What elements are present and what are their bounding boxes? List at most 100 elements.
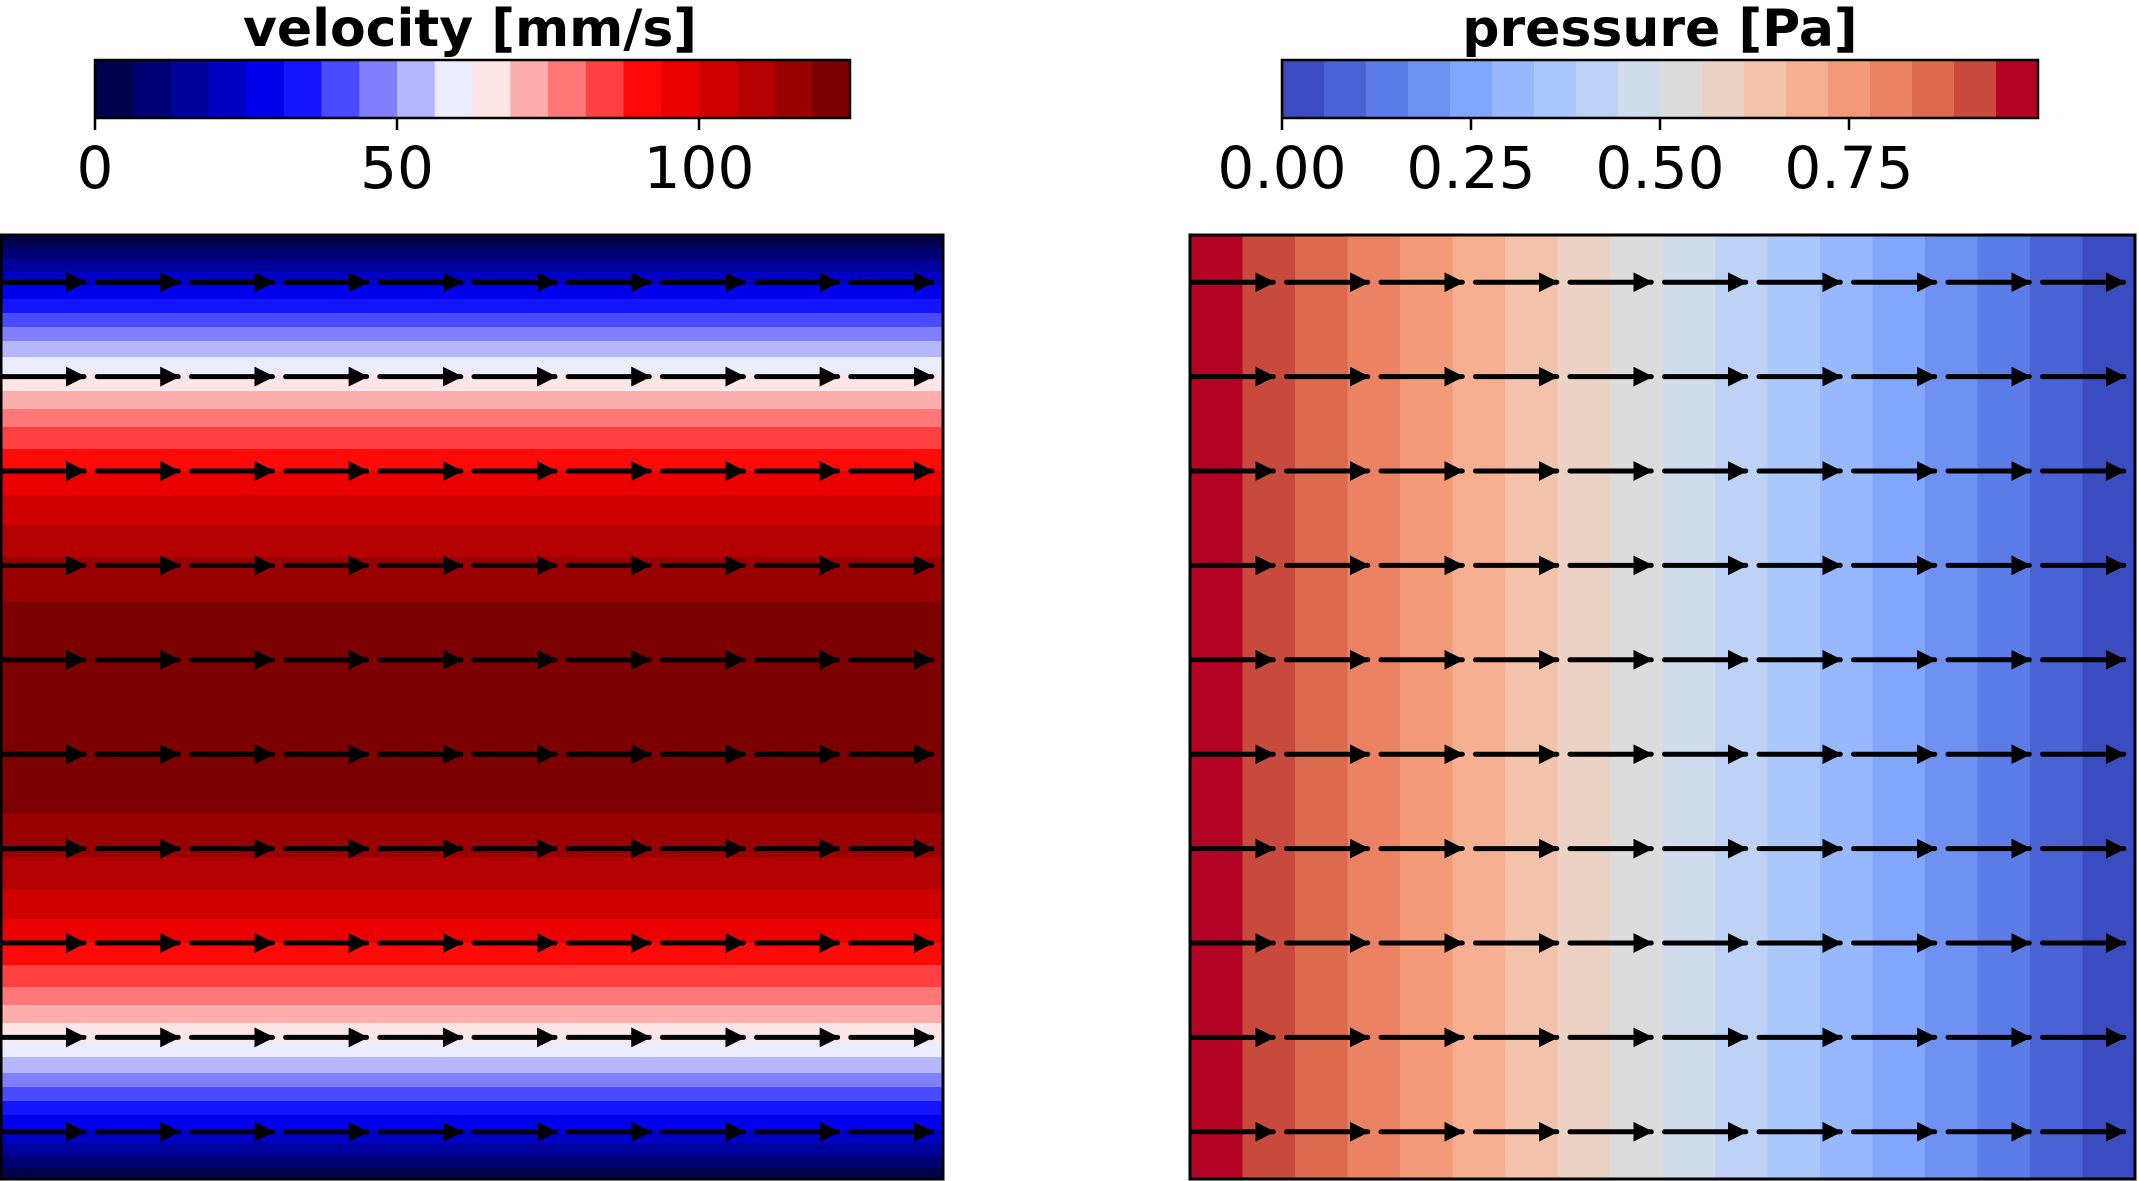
velocity-band [1, 1073, 943, 1088]
pressure-colorbar-swatch [1870, 60, 1913, 118]
velocity-field-plot [0, 233, 945, 1181]
pressure-colorbar-swatch [1996, 60, 2039, 118]
velocity-colorbar-swatch [434, 60, 474, 118]
pressure-band [1820, 235, 1874, 1179]
velocity-colorbar-swatch [321, 60, 360, 118]
pressure-band [1715, 235, 1769, 1179]
velocity-band [1, 327, 943, 342]
pressure-colorbar-swatch [1450, 60, 1493, 118]
velocity-band [1, 299, 943, 314]
pressure-colorbar-swatch [1786, 60, 1829, 118]
velocity-colorbar-swatch [208, 60, 247, 118]
velocity-band [1, 919, 943, 944]
pressure-colorbar-swatch [1324, 60, 1367, 118]
velocity-colorbar-swatch [472, 60, 511, 118]
pressure-colorbar-swatch [1702, 60, 1745, 118]
velocity-colorbar-ticks: 0 50 100 [77, 118, 755, 202]
velocity-band [1, 1087, 943, 1102]
pressure-colorbar-swatch [1618, 60, 1661, 118]
velocity-band [1, 857, 943, 890]
velocity-colorbar-swatch [548, 60, 587, 118]
pressure-quiver [1189, 272, 2127, 1142]
pressure-colorbar-swatch [1828, 60, 1871, 118]
velocity-colorbar-tick-label: 100 [644, 134, 755, 202]
velocity-band [1, 965, 943, 988]
pressure-band [1242, 235, 1296, 1179]
pressure-band [1295, 235, 1349, 1179]
pressure-colorbar-swatches [1282, 60, 2039, 118]
pressure-colorbar-swatch [1912, 60, 1955, 118]
pressure-band [1610, 235, 1664, 1179]
velocity-colorbar-swatch [699, 60, 738, 118]
pressure-plot-frame [1188, 233, 2137, 1181]
velocity-band [1, 1101, 943, 1116]
velocity-band [1, 313, 943, 328]
velocity-colorbar-swatch [132, 60, 172, 118]
velocity-colorbar-swatches [95, 60, 851, 118]
pressure-band [2082, 235, 2136, 1179]
pressure-band [2030, 235, 2084, 1179]
velocity-colorbar-swatch [661, 60, 700, 118]
pressure-colorbar-swatch [1744, 60, 1787, 118]
velocity-quiver [0, 272, 935, 1142]
velocity-band [1, 1005, 943, 1024]
velocity-colorbar-swatch [774, 60, 813, 118]
velocity-band [1, 1143, 943, 1156]
pressure-colorbar-tick-label: 0.75 [1784, 134, 1913, 202]
pressure-band [1977, 235, 2031, 1179]
velocity-field-bands [1, 235, 943, 1180]
pressure-colorbar: pressure [Pa] 0.00 0.25 0.50 0.75 [1217, 0, 2040, 202]
velocity-colorbar-swatch [510, 60, 549, 118]
velocity-colorbar-swatch [736, 60, 776, 118]
velocity-colorbar-swatch [812, 60, 851, 118]
velocity-band [1, 259, 943, 272]
pressure-colorbar-swatch [1408, 60, 1451, 118]
velocity-band [1, 391, 943, 410]
pressure-colorbar-swatch [1492, 60, 1535, 118]
pressure-colorbar-tick-label: 0.00 [1217, 134, 1346, 202]
velocity-colorbar-title: velocity [mm/s] [243, 0, 697, 59]
velocity-band [1, 341, 943, 358]
pressure-colorbar-swatch [1282, 60, 1325, 118]
velocity-band [1, 1041, 943, 1058]
velocity-colorbar-swatch [397, 60, 436, 118]
velocity-colorbar-swatch [585, 60, 625, 118]
velocity-colorbar-swatch [359, 60, 398, 118]
pressure-colorbar-swatch [1954, 60, 1997, 118]
pressure-colorbar-swatch [1576, 60, 1619, 118]
velocity-band [1, 889, 943, 920]
velocity-colorbar-swatch [283, 60, 323, 118]
velocity-band [1, 943, 943, 966]
pressure-band [1557, 235, 1611, 1179]
pressure-colorbar-swatch [1534, 60, 1577, 118]
velocity-band [1, 601, 943, 814]
velocity-band [1, 495, 943, 526]
pressure-field-plot [1188, 233, 2137, 1181]
velocity-band [1, 1057, 943, 1074]
velocity-band [1, 427, 943, 450]
velocity-colorbar-frame [93, 58, 852, 120]
pressure-colorbar-swatch [1660, 60, 1703, 118]
velocity-band [1, 449, 943, 472]
velocity-band [1, 471, 943, 496]
pressure-band [1872, 235, 1926, 1179]
velocity-band [1, 987, 943, 1006]
velocity-colorbar: velocity [mm/s] 0 50 100 [77, 0, 852, 202]
pressure-band [1662, 235, 1716, 1179]
velocity-plot-frame [0, 233, 945, 1181]
velocity-band [1, 247, 943, 260]
velocity-colorbar-swatch [623, 60, 662, 118]
pressure-colorbar-ticks: 0.00 0.25 0.50 0.75 [1217, 118, 1914, 202]
pressure-band [1452, 235, 1506, 1179]
velocity-colorbar-tick-label: 0 [77, 134, 114, 202]
velocity-colorbar-swatch [95, 60, 134, 118]
velocity-colorbar-swatch [170, 60, 209, 118]
pressure-band [1347, 235, 1401, 1179]
pressure-colorbar-title: pressure [Pa] [1462, 0, 1857, 59]
pressure-band [1400, 235, 1454, 1179]
velocity-band [1, 1167, 943, 1180]
velocity-band [1, 409, 943, 428]
velocity-band [1, 1115, 943, 1130]
velocity-band [1, 235, 943, 248]
